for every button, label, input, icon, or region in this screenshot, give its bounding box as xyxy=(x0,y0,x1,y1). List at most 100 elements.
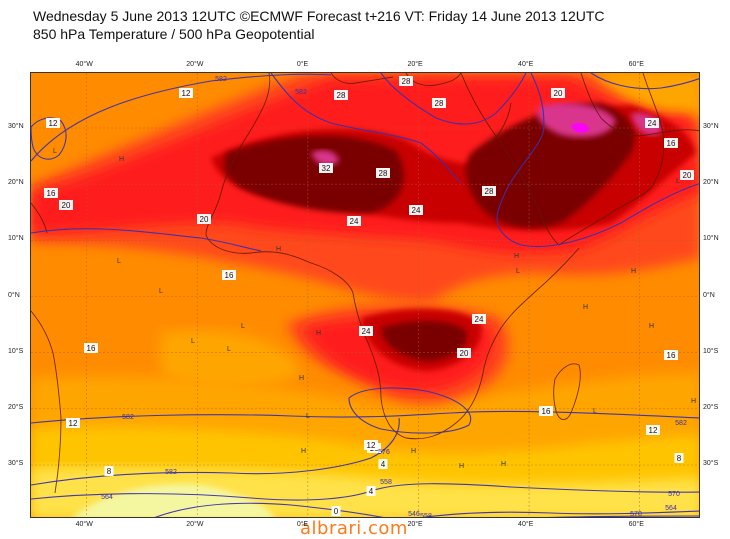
high-pressure-marker: H xyxy=(316,330,321,337)
temperature-label: 20 xyxy=(197,214,211,224)
geopotential-label: 582 xyxy=(122,414,134,421)
temperature-label: 16 xyxy=(664,138,678,148)
low-pressure-marker: L xyxy=(117,258,121,265)
longitude-tick-bottom: 60°E xyxy=(628,521,644,528)
forecast-title: Wednesday 5 June 2013 12UTC ©ECMWF Forec… xyxy=(33,8,605,24)
svg-text:16: 16 xyxy=(667,351,676,360)
temperature-label: 28 xyxy=(432,98,446,108)
high-pressure-marker: H xyxy=(411,448,416,455)
latitude-tick-right: 0°N xyxy=(703,291,715,299)
high-pressure-marker: H xyxy=(583,304,588,311)
svg-text:20: 20 xyxy=(62,201,71,210)
geopotential-label: 582 xyxy=(295,89,307,96)
high-pressure-marker: H xyxy=(299,375,304,382)
svg-text:28: 28 xyxy=(485,187,494,196)
longitude-tick-bottom: 40°W xyxy=(75,521,93,528)
geopotential-label: 546 xyxy=(408,511,420,518)
low-pressure-marker: L xyxy=(593,408,597,415)
temperature-label: 8 xyxy=(674,453,684,463)
geopotential-label: 558 xyxy=(420,513,432,517)
temperature-label: 4 xyxy=(366,486,376,496)
geopotential-label: 582 xyxy=(675,420,687,427)
geopotential-label: 570 xyxy=(668,491,680,498)
temperature-label: 20 xyxy=(551,88,565,98)
low-pressure-marker: L xyxy=(306,413,310,420)
high-pressure-marker: H xyxy=(514,253,519,260)
temperature-label: 28 xyxy=(399,76,413,86)
watermark-text: albrari.com xyxy=(300,518,408,539)
svg-text:24: 24 xyxy=(350,217,359,226)
temperature-label: 0 xyxy=(331,506,341,516)
svg-text:24: 24 xyxy=(362,327,371,336)
low-pressure-marker: L xyxy=(241,323,245,330)
svg-text:582: 582 xyxy=(165,469,177,476)
svg-text:582: 582 xyxy=(122,414,134,421)
svg-text:24: 24 xyxy=(412,206,421,215)
temperature-label: 16 xyxy=(84,343,98,353)
temperature-label: 28 xyxy=(376,168,390,178)
svg-text:4: 4 xyxy=(369,487,374,496)
latitude-tick-left: 30°S xyxy=(8,460,24,467)
svg-text:28: 28 xyxy=(337,91,346,100)
latitude-tick-left: 20°N xyxy=(8,179,24,187)
latitude-tick-left: 30°N xyxy=(8,123,24,130)
svg-text:20: 20 xyxy=(554,89,563,98)
svg-text:12: 12 xyxy=(649,426,658,435)
temperature-label: 12 xyxy=(646,425,660,435)
temperature-label: 12 xyxy=(66,418,80,428)
longitude-tick-top: 20°E xyxy=(407,61,423,68)
temperature-label: 32 xyxy=(319,163,333,173)
svg-text:16: 16 xyxy=(47,189,56,198)
geopotential-label: 570 xyxy=(630,511,642,517)
temperature-label: 12 xyxy=(364,440,378,450)
svg-text:582: 582 xyxy=(215,76,227,83)
temperature-label: 24 xyxy=(472,314,486,324)
geopotential-label: 582 xyxy=(165,469,177,476)
low-pressure-marker: L xyxy=(227,346,231,353)
latitude-tick-left: 10°N xyxy=(8,235,24,243)
latitude-tick-left: 0°N xyxy=(8,291,20,299)
temperature-label: 24 xyxy=(645,118,659,128)
svg-text:28: 28 xyxy=(402,77,411,86)
low-pressure-marker: L xyxy=(676,178,680,185)
longitude-tick-top: 20°W xyxy=(186,61,204,68)
svg-text:32: 32 xyxy=(322,164,331,173)
temperature-label: 8 xyxy=(104,466,114,476)
geopotential-label: 576 xyxy=(378,449,390,456)
temperature-label: 16 xyxy=(664,350,678,360)
svg-text:4: 4 xyxy=(381,460,386,469)
latitude-tick-right: 30°N xyxy=(703,123,719,130)
svg-text:20: 20 xyxy=(460,349,469,358)
latitude-tick-right: 10°N xyxy=(703,235,719,243)
svg-text:20: 20 xyxy=(200,215,209,224)
svg-text:16: 16 xyxy=(225,271,234,280)
temperature-label: 24 xyxy=(359,326,373,336)
temperature-label: 28 xyxy=(334,90,348,100)
latitude-tick-left: 20°S xyxy=(8,403,24,411)
high-pressure-marker: H xyxy=(459,463,464,470)
svg-text:8: 8 xyxy=(677,454,682,463)
svg-text:24: 24 xyxy=(475,315,484,324)
svg-text:12: 12 xyxy=(367,441,376,450)
latitude-tick-right: 20°S xyxy=(703,403,719,411)
low-pressure-marker: L xyxy=(53,148,57,155)
svg-text:20: 20 xyxy=(683,171,692,180)
svg-text:16: 16 xyxy=(542,407,551,416)
longitude-tick-top: 0°E xyxy=(296,61,309,68)
svg-text:576: 576 xyxy=(378,449,390,456)
svg-text:16: 16 xyxy=(87,344,96,353)
svg-text:8: 8 xyxy=(107,467,112,476)
latitude-tick-right: 20°N xyxy=(703,179,719,187)
high-pressure-marker: H xyxy=(691,398,696,405)
longitude-tick-bottom: 20°W xyxy=(186,521,204,528)
svg-text:570: 570 xyxy=(668,491,680,498)
svg-text:28: 28 xyxy=(379,169,388,178)
svg-text:564: 564 xyxy=(665,505,677,512)
longitude-tick-bottom: 20°E xyxy=(407,521,423,528)
svg-text:0: 0 xyxy=(334,507,339,516)
geopotential-label: 564 xyxy=(101,494,113,501)
svg-text:546: 546 xyxy=(408,511,420,518)
high-pressure-marker: H xyxy=(649,323,654,330)
svg-text:24: 24 xyxy=(648,119,657,128)
temperature-label: 24 xyxy=(409,205,423,215)
